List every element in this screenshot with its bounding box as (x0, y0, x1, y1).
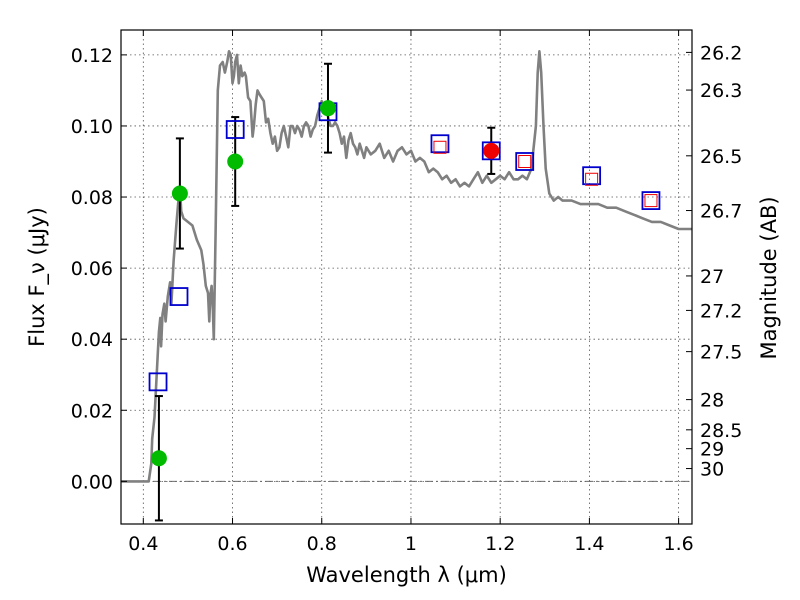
sed-model-line (121, 50, 692, 483)
mag-tick-label: 27 (700, 266, 724, 288)
x-tick-label: 1.4 (574, 533, 604, 555)
x-axis-label: Wavelength λ (μm) (306, 563, 507, 587)
x-tick-label: 0.6 (217, 533, 247, 555)
model-square-marker (582, 166, 602, 186)
red-square-marker (433, 140, 447, 154)
model-square-marker (481, 141, 501, 161)
mag-tick-label: 28.5 (700, 420, 742, 442)
plot-frame (120, 29, 693, 525)
x-tick-label: 1.6 (664, 533, 694, 555)
data-point-marker (227, 153, 244, 170)
mag-tick-label: 29 (700, 439, 724, 461)
y-tick-label: 0.12 (71, 45, 113, 67)
data-point-marker (319, 100, 336, 117)
plot-area (121, 50, 692, 522)
model-square-marker (430, 134, 450, 154)
grid (121, 30, 692, 524)
red-square-marker (644, 194, 658, 208)
mag-tick-label: 26.5 (700, 146, 742, 168)
x-tick-label: 0.8 (307, 533, 337, 555)
mag-tick-label: 26.3 (700, 80, 742, 102)
model-square-marker (515, 152, 535, 171)
y-axis-label: Flux F_ν (μJy) (25, 207, 50, 347)
x-tick-label: 0.4 (128, 533, 158, 555)
model-square-marker (148, 372, 168, 392)
y-tick-label: 0.04 (71, 329, 113, 351)
mag-tick-label: 26.2 (700, 42, 742, 64)
right-axis-label: Magnitude (AB) (757, 196, 781, 359)
red-square-marker (585, 172, 599, 186)
model-square-marker (641, 191, 661, 210)
y-tick-label: 0.02 (71, 400, 113, 422)
ticks: 0.4 0.6 0.8 1 1.2 1.4 1.6 0.00 0.02 0.04 0.06 0.08 0… (71, 30, 742, 555)
mag-tick-label: 30 (700, 459, 724, 481)
y-tick-label: 0.06 (71, 258, 113, 280)
y-tick-label: 0.00 (71, 471, 113, 493)
y-tick-label: 0.10 (71, 116, 113, 138)
mag-tick-label: 26.7 (700, 201, 742, 223)
mag-tick-label: 27.5 (700, 342, 742, 364)
mag-tick-label: 27.2 (700, 300, 742, 322)
x-tick-label: 1 (405, 533, 417, 555)
model-square-marker (225, 120, 245, 139)
red-square-marker (518, 154, 532, 168)
mag-tick-label: 28 (700, 390, 724, 412)
data-point-marker (483, 142, 500, 159)
data-point-marker (171, 185, 188, 202)
model-square-marker (169, 287, 189, 306)
y-tick-label: 0.08 (71, 187, 113, 209)
data-point-marker (150, 450, 167, 467)
x-tick-label: 1.2 (485, 533, 515, 555)
